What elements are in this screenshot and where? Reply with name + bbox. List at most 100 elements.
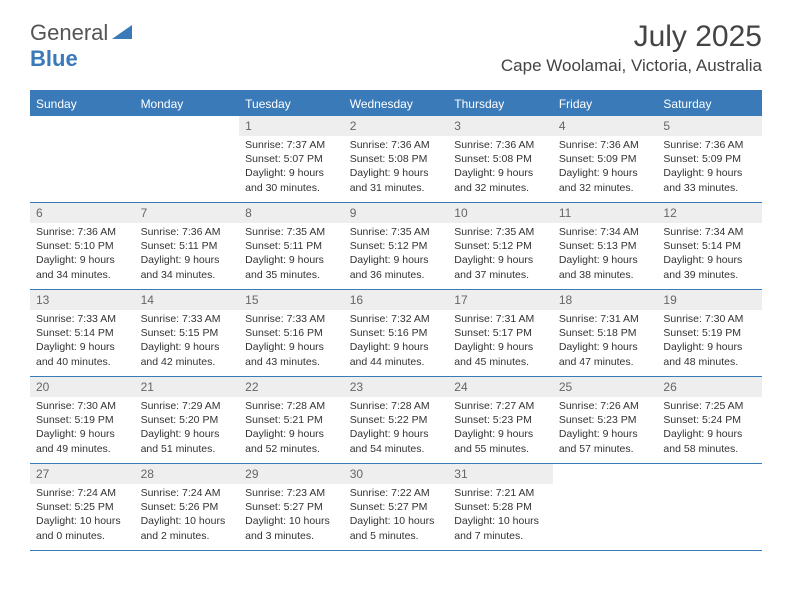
day-number: 30 <box>344 464 449 484</box>
daylight-line: Daylight: 9 hours and 31 minutes. <box>350 166 443 194</box>
location-text: Cape Woolamai, Victoria, Australia <box>501 56 762 76</box>
day-headers-row: SundayMondayTuesdayWednesdayThursdayFrid… <box>30 92 762 116</box>
calendar-cell: 16Sunrise: 7:32 AMSunset: 5:16 PMDayligh… <box>344 290 449 376</box>
day-number: 23 <box>344 377 449 397</box>
logo-sub: Blue <box>30 46 78 72</box>
calendar-cell: . <box>135 116 240 202</box>
day-header: Wednesday <box>344 92 449 116</box>
day-header: Sunday <box>30 92 135 116</box>
sunrise-line: Sunrise: 7:30 AM <box>663 312 756 326</box>
day-details: Sunrise: 7:21 AMSunset: 5:28 PMDaylight:… <box>448 484 553 547</box>
daylight-line: Daylight: 9 hours and 37 minutes. <box>454 253 547 281</box>
day-details: Sunrise: 7:33 AMSunset: 5:15 PMDaylight:… <box>135 310 240 373</box>
calendar-cell: 30Sunrise: 7:22 AMSunset: 5:27 PMDayligh… <box>344 464 449 550</box>
sunrise-line: Sunrise: 7:35 AM <box>454 225 547 239</box>
daylight-line: Daylight: 10 hours and 2 minutes. <box>141 514 234 542</box>
day-details: Sunrise: 7:35 AMSunset: 5:12 PMDaylight:… <box>344 223 449 286</box>
day-number: 21 <box>135 377 240 397</box>
day-number: 15 <box>239 290 344 310</box>
sunrise-line: Sunrise: 7:35 AM <box>245 225 338 239</box>
day-number: 19 <box>657 290 762 310</box>
calendar-cell: 18Sunrise: 7:31 AMSunset: 5:18 PMDayligh… <box>553 290 658 376</box>
day-header: Thursday <box>448 92 553 116</box>
calendar-cell: 22Sunrise: 7:28 AMSunset: 5:21 PMDayligh… <box>239 377 344 463</box>
sunset-line: Sunset: 5:11 PM <box>141 239 234 253</box>
day-number: 18 <box>553 290 658 310</box>
day-details: Sunrise: 7:36 AMSunset: 5:10 PMDaylight:… <box>30 223 135 286</box>
sunrise-line: Sunrise: 7:37 AM <box>245 138 338 152</box>
calendar-cell: . <box>553 464 658 550</box>
day-details: Sunrise: 7:30 AMSunset: 5:19 PMDaylight:… <box>657 310 762 373</box>
day-number: 17 <box>448 290 553 310</box>
sunset-line: Sunset: 5:21 PM <box>245 413 338 427</box>
daylight-line: Daylight: 9 hours and 33 minutes. <box>663 166 756 194</box>
logo-triangle-icon <box>112 23 132 44</box>
daylight-line: Daylight: 9 hours and 57 minutes. <box>559 427 652 455</box>
day-number: 12 <box>657 203 762 223</box>
day-number: 6 <box>30 203 135 223</box>
daylight-line: Daylight: 9 hours and 30 minutes. <box>245 166 338 194</box>
sunset-line: Sunset: 5:24 PM <box>663 413 756 427</box>
day-header: Tuesday <box>239 92 344 116</box>
calendar-cell: 31Sunrise: 7:21 AMSunset: 5:28 PMDayligh… <box>448 464 553 550</box>
day-number: 13 <box>30 290 135 310</box>
calendar-cell: 20Sunrise: 7:30 AMSunset: 5:19 PMDayligh… <box>30 377 135 463</box>
sunrise-line: Sunrise: 7:32 AM <box>350 312 443 326</box>
daylight-line: Daylight: 10 hours and 0 minutes. <box>36 514 129 542</box>
day-number: 28 <box>135 464 240 484</box>
daylight-line: Daylight: 9 hours and 34 minutes. <box>141 253 234 281</box>
day-number: 31 <box>448 464 553 484</box>
sunrise-line: Sunrise: 7:33 AM <box>245 312 338 326</box>
sunset-line: Sunset: 5:22 PM <box>350 413 443 427</box>
calendar-cell: 15Sunrise: 7:33 AMSunset: 5:16 PMDayligh… <box>239 290 344 376</box>
daylight-line: Daylight: 9 hours and 39 minutes. <box>663 253 756 281</box>
sunrise-line: Sunrise: 7:25 AM <box>663 399 756 413</box>
sunrise-line: Sunrise: 7:23 AM <box>245 486 338 500</box>
day-number: 7 <box>135 203 240 223</box>
calendar-cell: 4Sunrise: 7:36 AMSunset: 5:09 PMDaylight… <box>553 116 658 202</box>
day-number: 20 <box>30 377 135 397</box>
sunrise-line: Sunrise: 7:33 AM <box>141 312 234 326</box>
calendar-cell: 23Sunrise: 7:28 AMSunset: 5:22 PMDayligh… <box>344 377 449 463</box>
calendar-cell: 27Sunrise: 7:24 AMSunset: 5:25 PMDayligh… <box>30 464 135 550</box>
sunrise-line: Sunrise: 7:24 AM <box>141 486 234 500</box>
sunrise-line: Sunrise: 7:29 AM <box>141 399 234 413</box>
sunset-line: Sunset: 5:12 PM <box>454 239 547 253</box>
sunrise-line: Sunrise: 7:36 AM <box>36 225 129 239</box>
sunrise-line: Sunrise: 7:24 AM <box>36 486 129 500</box>
day-details: Sunrise: 7:24 AMSunset: 5:25 PMDaylight:… <box>30 484 135 547</box>
calendar-cell: 29Sunrise: 7:23 AMSunset: 5:27 PMDayligh… <box>239 464 344 550</box>
daylight-line: Daylight: 9 hours and 47 minutes. <box>559 340 652 368</box>
sunset-line: Sunset: 5:16 PM <box>245 326 338 340</box>
sunset-line: Sunset: 5:26 PM <box>141 500 234 514</box>
day-number: 16 <box>344 290 449 310</box>
calendar-cell: 21Sunrise: 7:29 AMSunset: 5:20 PMDayligh… <box>135 377 240 463</box>
calendar-cell: 28 Sunrise: 7:24 AMSunset: 5:26 PMDayligh… <box>135 464 240 550</box>
day-details: Sunrise: 7:31 AMSunset: 5:17 PMDaylight:… <box>448 310 553 373</box>
sunset-line: Sunset: 5:19 PM <box>663 326 756 340</box>
sunrise-line: Sunrise: 7:34 AM <box>663 225 756 239</box>
sunset-line: Sunset: 5:13 PM <box>559 239 652 253</box>
calendar-cell: 6Sunrise: 7:36 AMSunset: 5:10 PMDaylight… <box>30 203 135 289</box>
day-details: Sunrise: 7:30 AMSunset: 5:19 PMDaylight:… <box>30 397 135 460</box>
sunrise-line: Sunrise: 7:28 AM <box>245 399 338 413</box>
calendar-cell: 2Sunrise: 7:36 AMSunset: 5:08 PMDaylight… <box>344 116 449 202</box>
calendar-cell: 7Sunrise: 7:36 AMSunset: 5:11 PMDaylight… <box>135 203 240 289</box>
day-number: 9 <box>344 203 449 223</box>
calendar-week: 6Sunrise: 7:36 AMSunset: 5:10 PMDaylight… <box>30 203 762 290</box>
sunset-line: Sunset: 5:14 PM <box>36 326 129 340</box>
daylight-line: Daylight: 9 hours and 52 minutes. <box>245 427 338 455</box>
sunset-line: Sunset: 5:19 PM <box>36 413 129 427</box>
sunrise-line: Sunrise: 7:36 AM <box>350 138 443 152</box>
sunset-line: Sunset: 5:09 PM <box>559 152 652 166</box>
daylight-line: Daylight: 9 hours and 42 minutes. <box>141 340 234 368</box>
calendar-cell: 26Sunrise: 7:25 AMSunset: 5:24 PMDayligh… <box>657 377 762 463</box>
day-details: Sunrise: 7:35 AMSunset: 5:12 PMDaylight:… <box>448 223 553 286</box>
title-block: July 2025 Cape Woolamai, Victoria, Austr… <box>501 20 762 76</box>
sunrise-line: Sunrise: 7:26 AM <box>559 399 652 413</box>
day-header: Monday <box>135 92 240 116</box>
logo-text-1: General <box>30 20 108 46</box>
day-details: Sunrise: 7:22 AMSunset: 5:27 PMDaylight:… <box>344 484 449 547</box>
day-details: Sunrise: 7:35 AMSunset: 5:11 PMDaylight:… <box>239 223 344 286</box>
day-details: Sunrise: 7:26 AMSunset: 5:23 PMDaylight:… <box>553 397 658 460</box>
